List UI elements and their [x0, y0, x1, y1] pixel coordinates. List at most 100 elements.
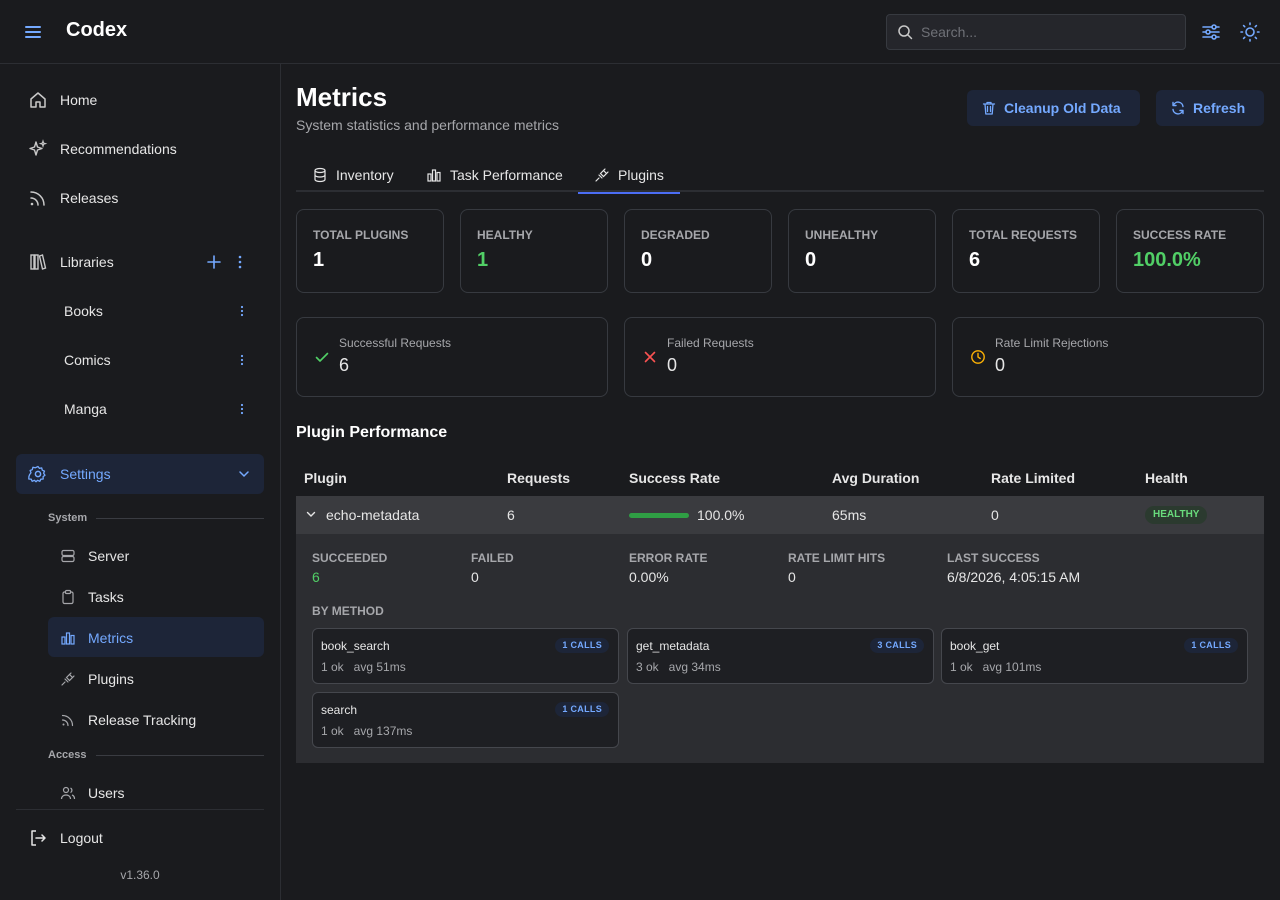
plug-icon [594, 167, 610, 183]
library-menu-icon[interactable] [234, 303, 250, 319]
settings-item-plugins[interactable]: Plugins [48, 658, 264, 698]
column-header: Plugin [304, 470, 347, 486]
column-header: Success Rate [629, 470, 721, 486]
nav-settings-label: Settings [60, 466, 111, 482]
successful-requests-card: Successful Requests 6 [296, 317, 608, 397]
settings-item-label: Metrics [88, 630, 134, 646]
settings-item-release-tracking[interactable]: Release Tracking [48, 699, 264, 739]
search-input[interactable] [921, 15, 1177, 49]
library-label: Books [64, 303, 103, 319]
plugin-rate-limited: 0 [991, 507, 999, 523]
request-label: Rate Limit Rejections [995, 336, 1109, 350]
home-icon [28, 90, 48, 110]
library-item-comics[interactable]: Comics [48, 340, 264, 380]
method-name: get_metadata [636, 639, 710, 653]
libraries-menu-icon[interactable] [232, 254, 248, 270]
section-title: Plugin Performance [296, 424, 448, 441]
tab-label: Inventory [336, 167, 394, 183]
library-menu-icon[interactable] [234, 401, 250, 417]
nav-libraries[interactable]: Libraries [16, 242, 264, 282]
database-icon [312, 167, 328, 183]
rss-icon [60, 712, 76, 728]
clock-icon [970, 349, 986, 365]
search-box[interactable] [886, 14, 1186, 50]
nav-recommendations[interactable]: Recommendations [16, 129, 264, 169]
detail-label: SUCCEEDED [312, 551, 388, 565]
method-stats: 1 ok avg 137ms [321, 724, 413, 738]
calls-badge: 1 CALLS [555, 638, 609, 653]
rss-icon [28, 188, 48, 208]
calls-badge: 1 CALLS [1184, 638, 1238, 653]
settings-item-metrics[interactable]: Metrics [48, 617, 264, 657]
detail-label: RATE LIMIT HITS [788, 551, 886, 565]
sparkles-icon [28, 139, 48, 159]
health-badge: HEALTHY [1145, 506, 1208, 524]
calls-badge: 3 CALLS [870, 638, 924, 653]
check-icon [314, 349, 330, 365]
request-label: Successful Requests [339, 336, 452, 350]
table-row[interactable]: echo-metadata 6 100.0% 65ms 0 HEALTHY [296, 496, 1264, 534]
nav-home[interactable]: Home [16, 80, 264, 120]
detail-value: 0 [788, 569, 796, 585]
sun-icon[interactable] [1238, 20, 1262, 44]
method-name: book_get [950, 639, 1000, 653]
logout-label: Logout [60, 830, 103, 846]
tab-inventory[interactable]: Inventory [296, 158, 410, 192]
method-name: search [321, 703, 358, 717]
settings-item-server[interactable]: Server [48, 535, 264, 575]
tab-task-performance[interactable]: Task Performance [410, 158, 578, 192]
calls-badge: 1 CALLS [555, 702, 609, 717]
plugin-avg-duration: 65ms [832, 507, 867, 523]
nav-recommendations-label: Recommendations [60, 141, 177, 157]
nav-settings[interactable]: Settings [16, 454, 264, 494]
bar-chart-icon [60, 630, 76, 646]
method-name: book_search [321, 639, 390, 653]
settings-item-tasks[interactable]: Tasks [48, 576, 264, 616]
stat-value: 6 [969, 249, 981, 271]
library-icon [28, 252, 48, 272]
refresh-button[interactable]: Refresh [1156, 90, 1264, 126]
server-icon [60, 548, 76, 564]
detail-value: 0 [471, 569, 479, 585]
settings-item-label: Users [88, 785, 125, 801]
logout-icon [28, 828, 48, 848]
stat-label: Unhealthy [805, 228, 879, 242]
stat-label: Degraded [641, 228, 710, 242]
filters-icon[interactable] [1199, 20, 1223, 44]
divider [16, 809, 264, 810]
users-icon [60, 785, 76, 801]
refresh-icon [1170, 100, 1186, 116]
table-header: Plugin Requests Success Rate Avg Duratio… [296, 460, 1264, 496]
trash-icon [981, 100, 997, 116]
library-item-books[interactable]: Books [48, 291, 264, 331]
cleanup-label: Cleanup Old Data [1004, 100, 1121, 116]
settings-item-users[interactable]: Users [48, 772, 264, 812]
tab-plugins[interactable]: Plugins [578, 158, 680, 194]
section-label-access: Access [48, 749, 87, 761]
menu-icon[interactable] [22, 20, 44, 44]
stat-label: Healthy [477, 228, 533, 242]
tab-label: Plugins [618, 167, 664, 183]
plugin-detail-panel: SUCCEEDED 6 FAILED 0 ERROR RATE 0.00% RA… [296, 534, 1264, 763]
method-card: search 1 CALLS 1 ok avg 137ms [312, 692, 619, 748]
stat-card-degraded: Degraded 0 [624, 209, 772, 293]
chevron-down-icon [236, 466, 252, 482]
stat-value: 0 [641, 249, 653, 271]
cleanup-old-data-button[interactable]: Cleanup Old Data [967, 90, 1140, 126]
logout-button[interactable]: Logout [16, 818, 264, 858]
detail-label: LAST SUCCESS [947, 551, 1040, 565]
request-label: Failed Requests [667, 336, 754, 350]
library-menu-icon[interactable] [234, 352, 250, 368]
method-stats: 1 ok avg 101ms [950, 660, 1042, 674]
detail-label: FAILED [471, 551, 514, 565]
detail-label: ERROR RATE [629, 551, 708, 565]
column-header: Rate Limited [991, 470, 1076, 486]
add-library-icon[interactable] [206, 254, 222, 270]
detail-value: 6/8/2026, 4:05:15 AM [947, 569, 1081, 585]
plugin-name: echo-metadata [326, 507, 420, 523]
chevron-down-icon[interactable] [305, 508, 317, 520]
library-item-manga[interactable]: Manga [48, 389, 264, 429]
nav-releases[interactable]: Releases [16, 178, 264, 218]
gear-icon [28, 464, 48, 484]
section-label-system: System [48, 512, 88, 524]
